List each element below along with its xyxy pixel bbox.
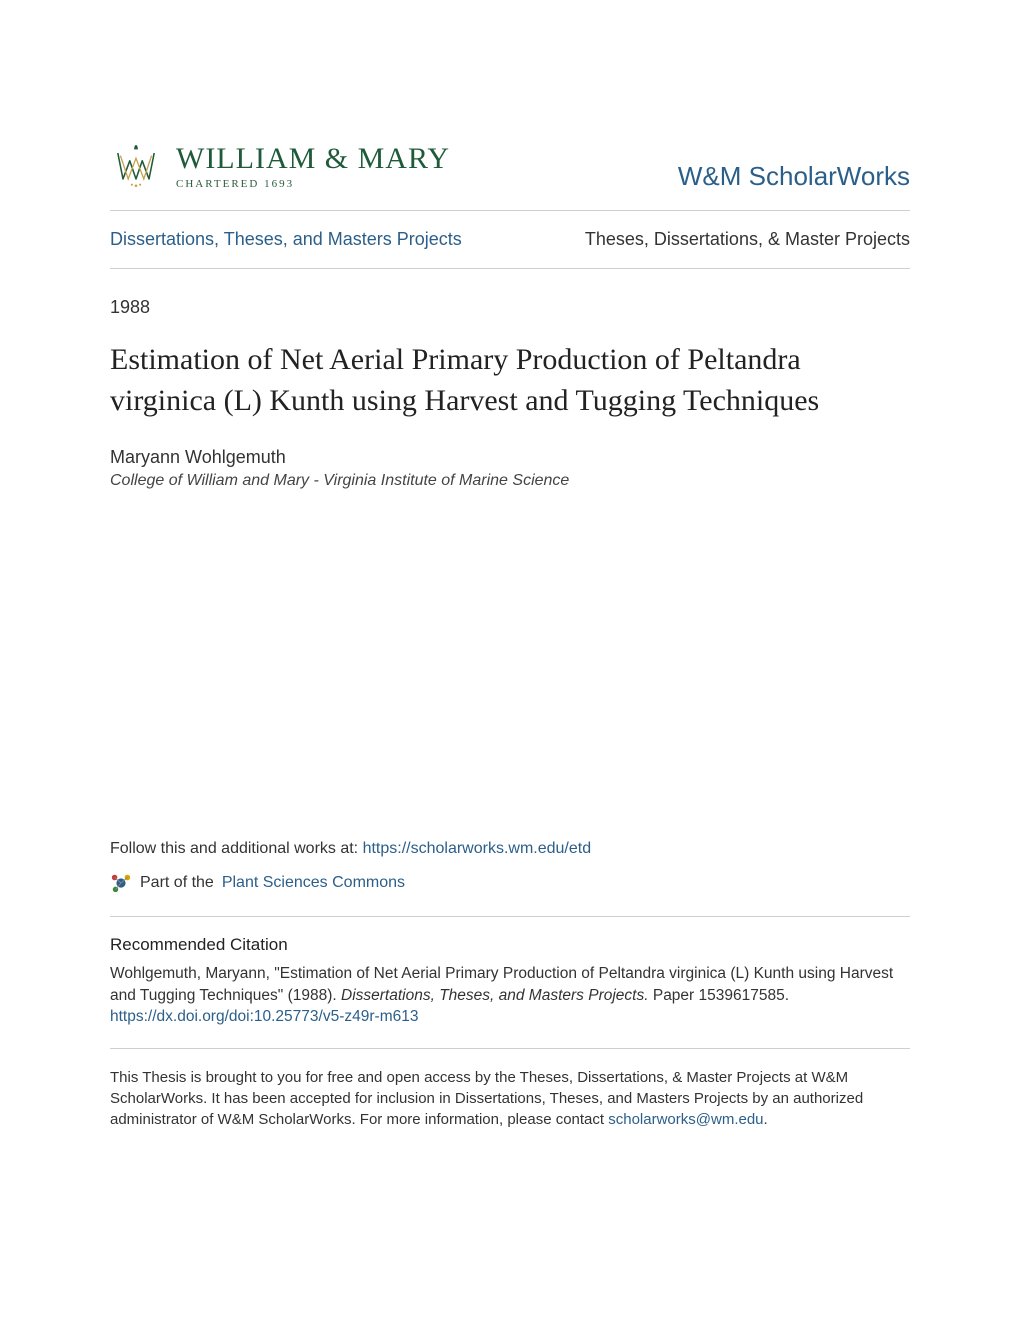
institution-logo-block: WILLIAM & MARY CHARTERED 1693 [110,140,450,192]
author-name: Maryann Wohlgemuth [110,447,910,468]
follow-block: Follow this and additional works at: htt… [110,840,910,858]
access-text-2: . [764,1111,768,1128]
citation-text: Wohlgemuth, Maryann, "Estimation of Net … [110,963,910,1006]
header-row: WILLIAM & MARY CHARTERED 1693 W&M Schola… [110,140,910,210]
publication-year: 1988 [110,297,910,318]
citation-part-2: Paper 1539617585. [649,987,789,1004]
author-affiliation: College of William and Mary - Virginia I… [110,472,910,490]
institution-text: WILLIAM & MARY CHARTERED 1693 [176,142,450,190]
part-of-prefix: Part of the [140,874,214,892]
network-commons-icon [110,872,132,894]
follow-url-link[interactable]: https://scholarworks.wm.edu/etd [363,840,592,857]
divider-nav [110,268,910,269]
doi-line: https://dx.doi.org/doi:10.25773/v5-z49r-… [110,1008,910,1026]
doi-link[interactable]: https://dx.doi.org/doi:10.25773/v5-z49r-… [110,1008,418,1025]
recommended-citation-heading: Recommended Citation [110,935,910,955]
page-container: WILLIAM & MARY CHARTERED 1693 W&M Schola… [0,0,1020,1320]
divider-bottom [110,1048,910,1049]
document-title: Estimation of Net Aerial Primary Product… [110,340,910,421]
series-label: Theses, Dissertations, & Master Projects [585,229,910,250]
part-of-row: Part of the Plant Sciences Commons [110,872,910,894]
citation-series-ital: Dissertations, Theses, and Masters Proje… [341,987,649,1004]
contact-email-link[interactable]: scholarworks@wm.edu [608,1111,763,1128]
collection-link[interactable]: Dissertations, Theses, and Masters Proje… [110,229,462,250]
follow-prefix: Follow this and additional works at: [110,840,363,857]
institution-name: WILLIAM & MARY [176,142,450,176]
institution-charter: CHARTERED 1693 [176,178,450,190]
divider-mid [110,916,910,917]
wm-cipher-icon [110,140,162,192]
breadcrumb-row: Dissertations, Theses, and Masters Proje… [110,211,910,268]
commons-link[interactable]: Plant Sciences Commons [222,874,405,892]
access-statement: This Thesis is brought to you for free a… [110,1067,910,1130]
scholarworks-link[interactable]: W&M ScholarWorks [678,161,910,192]
